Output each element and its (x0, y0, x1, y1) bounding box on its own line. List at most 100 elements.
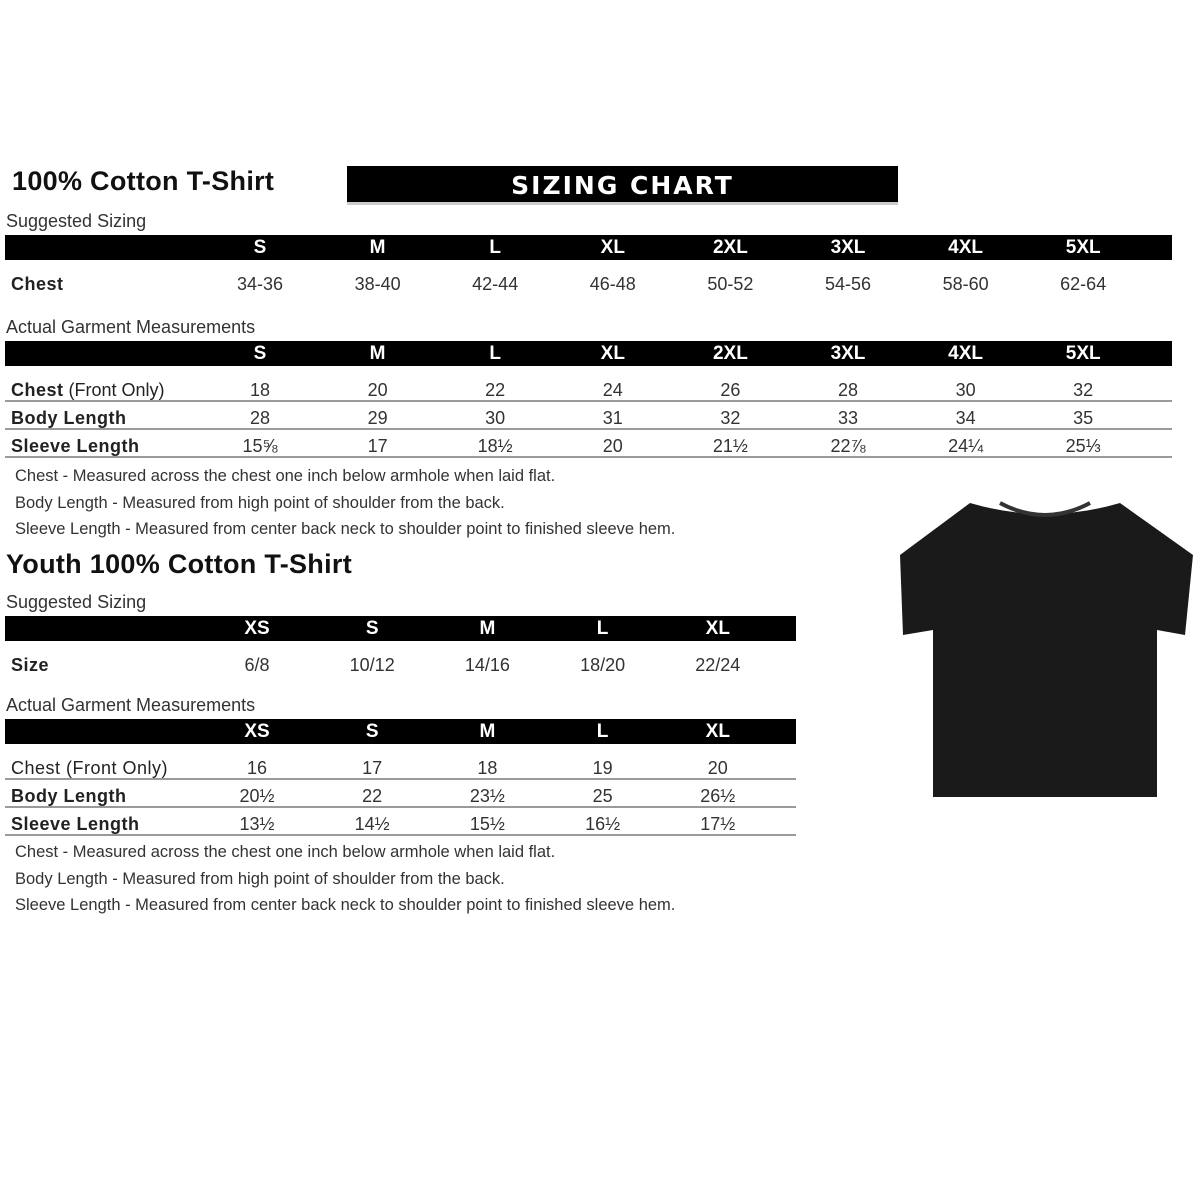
measurement-note: Body Length - Measured from high point o… (15, 493, 505, 512)
table-cell: 23½ (469, 786, 505, 806)
size-header-cell: 2XL (712, 237, 748, 258)
table-row: Sleeve Length 13½ 14½ 15½ 16½ 17½ (0, 812, 796, 840)
size-header-cell: L (596, 618, 609, 639)
row-divider (5, 834, 796, 836)
table-cell: 19 (592, 758, 613, 778)
table-cell: 34-36 (236, 274, 284, 294)
table-cell: 54-56 (824, 274, 872, 294)
row-divider (5, 456, 1172, 458)
size-header-cell: XS (244, 721, 270, 742)
youth-size-header: XS S M L XL (5, 616, 796, 641)
size-header-cell: S (253, 237, 267, 258)
table-cell: 24¼ (948, 436, 984, 456)
table-cell: 14½ (354, 814, 390, 834)
table-cell: 18 (249, 380, 271, 400)
table-cell: 17½ (700, 814, 736, 834)
table-cell: 42-44 (472, 274, 519, 294)
table-cell: 25⅓ (1065, 436, 1101, 456)
table-cell: 29 (367, 408, 388, 428)
table-cell: 6/8 (244, 655, 270, 675)
size-header-cell: 4XL (948, 237, 984, 258)
table-cell: 20 (367, 380, 388, 400)
size-header-cell: XL (705, 618, 730, 639)
table-cell: 32 (1073, 380, 1094, 400)
size-header-cell: XL (600, 343, 625, 364)
size-header-cell: S (365, 721, 379, 742)
row-label: Chest (11, 274, 64, 295)
youth-title: Youth 100% Cotton T-Shirt (6, 549, 352, 579)
row-label-text: Sleeve Length (11, 814, 140, 834)
row-label-text: Sleeve Length (11, 436, 140, 456)
youth-size-header: XS S M L XL (5, 719, 796, 744)
table-cell: 26 (720, 380, 741, 400)
table-cell: 46-48 (589, 274, 636, 294)
table-row: Size 6/8 10/12 14/16 18/20 22/24 (0, 653, 796, 681)
adult-actual-label: Actual Garment Measurements (6, 317, 256, 337)
table-cell: 34 (955, 408, 976, 428)
size-header-cell: S (253, 343, 267, 364)
size-header-cell: 4XL (948, 343, 984, 364)
row-label-suffix: (Front Only) (63, 380, 165, 400)
table-cell: 26½ (700, 786, 736, 806)
youth-suggested-label: Suggested Sizing (6, 592, 147, 612)
table-cell: 30 (955, 380, 976, 400)
adult-size-header: S M L XL 2XL 3XL 4XL 5XL (5, 341, 1172, 366)
row-divider (5, 806, 796, 808)
measurement-note: Chest - Measured across the chest one in… (15, 843, 556, 861)
table-cell: 31 (602, 408, 623, 428)
table-cell: 20 (707, 758, 728, 778)
table-cell: 30 (485, 408, 506, 428)
row-divider (5, 428, 1172, 430)
table-cell: 20½ (239, 786, 275, 806)
measurement-note: Body Length - Measured from high point o… (15, 869, 505, 888)
size-header-cell: S (365, 618, 379, 639)
size-header-cell: 5XL (1065, 237, 1101, 258)
row-label: Sleeve Length (11, 436, 140, 457)
size-header-cell: M (479, 618, 496, 639)
table-cell: 13½ (239, 814, 275, 834)
table-row: Body Length 20½ 22 23½ 25 26½ (0, 784, 796, 812)
table-cell: 28 (837, 380, 859, 400)
size-header-cell: L (489, 343, 501, 364)
size-header-cell: XS (244, 618, 270, 639)
table-row: Chest (Front Only) 18 20 22 24 26 28 30 32 (0, 378, 1172, 406)
table-cell: 16½ (585, 814, 621, 834)
adult-suggested-label: Suggested Sizing (6, 211, 147, 231)
table-cell: 18½ (477, 436, 513, 456)
table-cell: 17 (362, 758, 383, 778)
row-label-text: Chest (Front Only) (11, 758, 169, 778)
size-header-cell: L (596, 721, 609, 742)
row-label-text: Body Length (11, 408, 127, 428)
tshirt-image (900, 501, 1193, 797)
table-cell: 16 (246, 758, 268, 778)
table-row: Chest 34-36 38-40 42-44 46-48 50-52 54-56 58-60… (0, 272, 1172, 300)
row-label-text: Chest (11, 274, 64, 294)
table-cell: 62-64 (1060, 274, 1107, 294)
row-label: Body Length (11, 786, 127, 807)
adult-title: 100% Cotton T-Shirt (12, 166, 275, 196)
table-row: Chest (Front Only) 16 17 18 19 20 (0, 756, 796, 784)
size-header-cell: XL (600, 237, 625, 258)
size-header-cell: 5XL (1065, 343, 1101, 364)
table-cell: 15½ (469, 814, 505, 834)
table-cell: 32 (720, 408, 741, 428)
table-cell: 20 (602, 436, 623, 456)
table-cell: 10/12 (349, 655, 395, 675)
table-row: Body Length 28 29 30 31 32 33 34 35 (0, 406, 1172, 434)
size-header-cell: M (369, 237, 386, 258)
table-cell: 35 (1073, 408, 1094, 428)
table-cell: 22 (485, 380, 506, 400)
row-label-text: Body Length (11, 786, 127, 806)
table-cell: 17 (367, 436, 388, 456)
size-header-cell: 3XL (830, 237, 866, 258)
table-cell: 28 (249, 408, 271, 428)
size-header-cell: M (479, 721, 496, 742)
row-label: Sleeve Length (11, 814, 140, 835)
table-cell: 33 (837, 408, 859, 428)
row-divider (5, 778, 796, 780)
row-label: Chest (Front Only) (11, 380, 165, 401)
sizing-chart-banner: SIZING CHART (347, 166, 898, 205)
measurement-note: Chest - Measured across the chest one in… (15, 467, 556, 485)
row-label-text: Size (11, 655, 50, 675)
table-cell: 24 (602, 380, 623, 400)
